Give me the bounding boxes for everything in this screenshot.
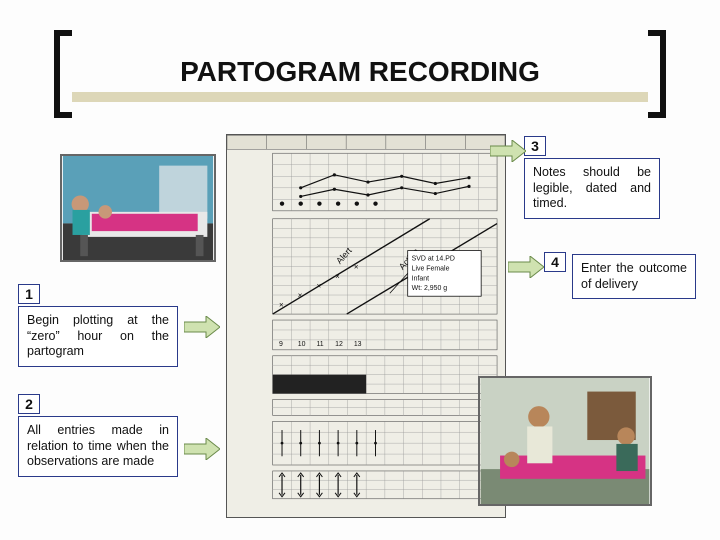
arrow-to-3 [490,140,526,162]
svg-text:×: × [354,262,359,271]
svg-text:Alert: Alert [334,245,354,266]
svg-text:11: 11 [316,341,323,348]
svg-text:×: × [335,272,340,281]
marker-2: 2 [18,394,40,414]
arrow-to-4 [508,256,544,278]
page-title: PARTOGRAM RECORDING [72,48,648,96]
svg-text:×: × [279,301,284,310]
callout-2: All entries made in relation to time whe… [18,416,178,477]
title-bracket-left [54,30,72,118]
arrow-from-2 [184,438,220,460]
title-block: PARTOGRAM RECORDING [72,48,648,108]
callout-4: Enter the outcome of delivery [572,254,696,299]
svg-text:Wt: 2,950 g: Wt: 2,950 g [412,285,448,292]
title-bracket-right [648,30,666,118]
svg-text:13: 13 [354,341,362,348]
arrow-from-1 [184,316,220,338]
callout-1: Begin plotting at the “zero” hour on the… [18,306,178,367]
marker-3: 3 [524,136,546,156]
svg-text:Live Female: Live Female [412,265,450,272]
svg-text:9: 9 [279,341,283,348]
svg-text:×: × [298,291,303,300]
svg-text:Infant: Infant [412,275,429,282]
svg-text:12: 12 [335,341,343,348]
photo-hospital-bed [60,154,216,262]
marker-1: 1 [18,284,40,304]
photo-clinic [478,376,652,506]
svg-text:10: 10 [298,341,306,348]
svg-text:SVD at 14.PD: SVD at 14.PD [412,255,455,262]
callout-3: Notes should be legible, dated and timed… [524,158,660,219]
svg-text:×: × [316,281,321,290]
partogram-chart: AlertAction×××××910111213SVD at 14.PDLiv… [226,134,506,518]
marker-4: 4 [544,252,566,272]
